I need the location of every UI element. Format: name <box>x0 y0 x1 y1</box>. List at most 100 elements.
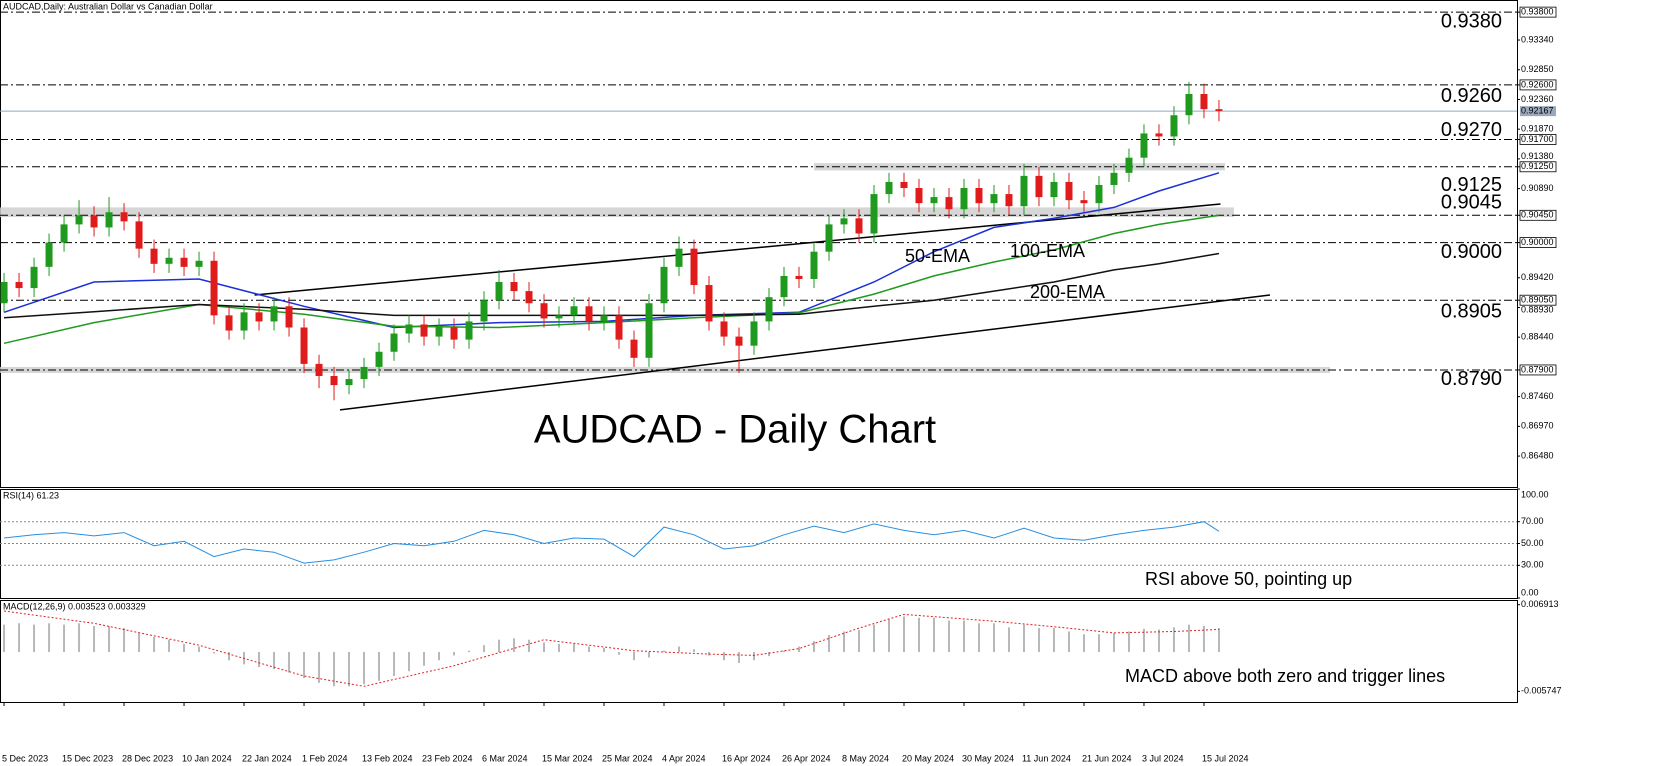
candle-body <box>600 315 608 322</box>
candle-body <box>1140 133 1148 158</box>
candle-body <box>405 324 413 334</box>
macd-title: MACD(12,26,9) 0.003523 0.003329 <box>3 601 146 611</box>
x-tick-label: 28 Dec 2023 <box>122 753 173 763</box>
candle-body <box>285 306 293 328</box>
x-tick-label: 8 May 2024 <box>842 753 889 763</box>
macd-bar <box>1082 634 1085 653</box>
x-tick-label: 25 Mar 2024 <box>602 753 653 763</box>
macd-bar <box>857 630 860 653</box>
macd-bar <box>992 623 995 653</box>
rsi-annotation: RSI above 50, pointing up <box>1145 569 1352 589</box>
candle-body <box>1185 94 1193 116</box>
candle-body <box>210 260 218 316</box>
y-tick-label: 0.00 <box>1521 587 1539 597</box>
y-tick-label: 0.91700 <box>1521 134 1554 144</box>
macd-bar <box>827 634 830 653</box>
macd-bar <box>887 619 890 653</box>
y-tick-box <box>1519 6 1557 18</box>
y-tick-label: 0.93800 <box>1521 7 1554 17</box>
level-label: 0.8905 <box>1441 300 1502 322</box>
trendline <box>339 294 1271 411</box>
macd-bar <box>288 652 291 673</box>
x-tick-label: 10 Jan 2024 <box>182 753 232 763</box>
y-tick-label: 0.90890 <box>1521 183 1554 193</box>
candle-body <box>570 306 578 316</box>
candle-body <box>1020 175 1028 207</box>
macd-bar <box>1052 628 1055 653</box>
macd-bar <box>1067 631 1070 653</box>
macd-bar <box>588 646 591 653</box>
macd-bar <box>1127 631 1130 653</box>
x-tick-label: 23 Feb 2024 <box>422 753 473 763</box>
candle-body <box>360 366 368 380</box>
macd-bar <box>543 642 546 653</box>
x-tick-label: 6 Mar 2024 <box>482 753 528 763</box>
candle-body <box>675 248 683 267</box>
ema-label: 100-EMA <box>1010 241 1085 261</box>
macd-bar <box>663 650 666 653</box>
ema-line <box>3 252 1220 319</box>
candle-body <box>615 315 623 340</box>
y-tick-box <box>1519 364 1557 376</box>
macd-bar <box>3 624 6 653</box>
y-tick-box <box>1519 161 1557 173</box>
candle-body <box>270 306 278 322</box>
candle-body <box>1170 115 1178 137</box>
macd-bar <box>872 624 875 653</box>
macd-bar <box>932 617 935 653</box>
candle-body <box>240 312 248 331</box>
x-tick-label: 15 Jul 2024 <box>1202 753 1249 763</box>
macd-bar <box>273 652 276 670</box>
macd-bar <box>48 623 51 653</box>
macd-bar <box>558 643 561 653</box>
x-tick-label: 3 Jul 2024 <box>1142 753 1184 763</box>
x-tick-label: 22 Jan 2024 <box>242 753 292 763</box>
candle-body <box>525 291 533 304</box>
macd-bar <box>1142 628 1145 653</box>
candle-body <box>855 218 863 234</box>
macd-bar <box>453 652 456 656</box>
rsi-title: RSI(14) 61.23 <box>3 490 59 500</box>
resistance-zone <box>0 207 1234 218</box>
candle-body <box>1215 109 1223 111</box>
macd-bar <box>1157 629 1160 653</box>
macd-bar <box>303 652 306 679</box>
macd-bar <box>633 652 636 661</box>
signal-line <box>3 610 1220 687</box>
macd-bar <box>393 652 396 676</box>
y-tick-box <box>1519 134 1557 145</box>
candle-body <box>1080 200 1088 204</box>
candle-body <box>105 212 113 228</box>
candle-body <box>1035 175 1043 198</box>
candle-body <box>465 321 473 340</box>
macd-bar <box>318 652 321 683</box>
candle-body <box>480 300 488 322</box>
y-tick-box <box>1519 294 1557 306</box>
candle-body <box>1050 181 1058 198</box>
y-tick-label: 0.90450 <box>1521 210 1554 220</box>
candle-body <box>150 248 158 264</box>
x-tick-label: 21 Jun 2024 <box>1082 753 1132 763</box>
y-tick-label: 0.89050 <box>1521 295 1554 305</box>
candle-body <box>1200 94 1208 110</box>
macd-bar <box>1112 632 1115 653</box>
x-tick-label: 26 Apr 2024 <box>782 753 831 763</box>
candle-body <box>930 197 938 204</box>
macd-bar <box>1037 628 1040 653</box>
macd-bar <box>1097 634 1100 653</box>
macd-bar <box>18 623 21 653</box>
ema-line <box>3 172 1220 329</box>
y-tick-label: 0.88440 <box>1521 332 1554 342</box>
macd-bar <box>168 639 171 653</box>
macd-bar <box>678 646 681 653</box>
candle-body <box>30 266 38 289</box>
macd-bar <box>123 628 126 653</box>
macd-bar <box>333 652 336 687</box>
y-tick-label: -0.005747 <box>1521 686 1562 696</box>
macd-bar <box>78 623 81 653</box>
candle-body <box>750 321 758 346</box>
candle-body <box>300 327 308 364</box>
y-tick-label: 0.88930 <box>1521 305 1554 315</box>
panel-frame <box>0 600 1518 703</box>
candle-body <box>495 282 503 301</box>
